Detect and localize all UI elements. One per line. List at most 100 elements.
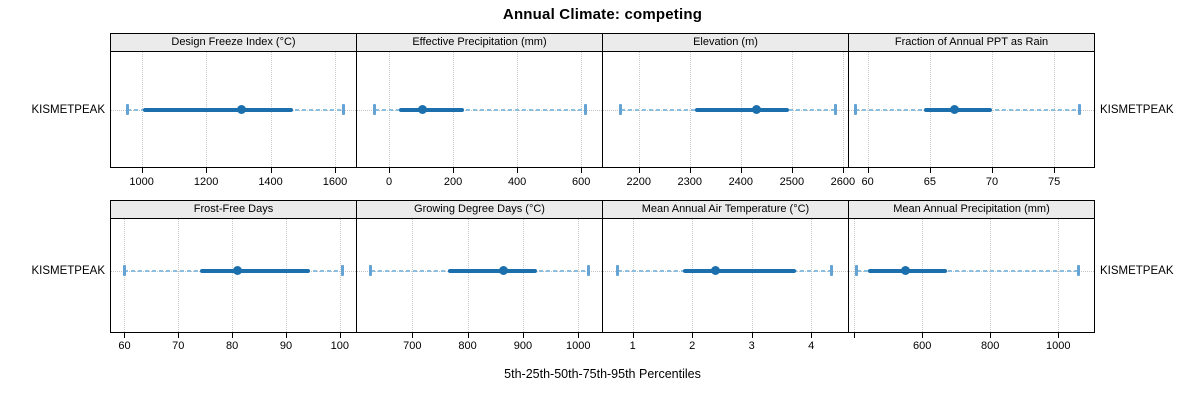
panel-gridline [632,219,634,332]
percentile-25-75-line [398,107,465,112]
axis-tick-mark [232,333,234,338]
x-axis-label: 5th-25th-50th-75th-95th Percentiles [504,367,701,381]
row-label-right-top: KISMETPEAK [1100,104,1174,116]
percentile-25-75-line [448,268,537,273]
panel-plot-area [602,218,849,333]
axis-tick-label: 1 [629,340,636,352]
panel-strip: Growing Degree Days (°C) [356,200,603,219]
axis-tick-label: 60 [118,340,131,352]
panel-gridline [1058,219,1060,332]
panel-strip: Effective Precipitation (mm) [356,33,603,52]
axis-tick-label: 65 [923,176,936,188]
axis-tick-mark [270,168,272,173]
axis-tick-label: 700 [403,340,422,352]
axis-tick-label: 2 [689,340,696,352]
panel-gridline [842,52,844,167]
axis-tick-mark [453,168,455,173]
panel-gridline [178,219,180,332]
percentile-5-cap [373,104,377,116]
axis-tick-mark [522,333,524,338]
percentile-5-cap [616,265,620,277]
percentile-5-cap [855,265,859,277]
percentile-95-cap [584,104,588,116]
axis-tick-mark [751,333,753,338]
percentile-95-cap [341,265,345,277]
row-label-left-bottom: KISMETPEAK [31,265,106,277]
axis-tick-mark [740,168,742,173]
axis-tick-mark [286,333,287,338]
median-dot [233,266,243,276]
panel-gridline [467,219,469,332]
axis-tick-mark [922,333,924,338]
panel-gridline [854,219,856,332]
axis-tick-label: 600 [571,176,591,188]
axis-tick-mark [990,333,992,338]
axis-tick-label: 400 [507,176,527,188]
median-dot [751,105,761,115]
axis-tick-mark [124,333,126,338]
percentile-5-cap [853,104,857,116]
median-dot [418,105,428,115]
axis-tick-label: 80 [226,340,239,352]
axis-tick-label: 1200 [193,176,219,188]
axis-tick-mark [791,168,793,173]
panel-gridline [286,219,287,332]
panel-strip: Elevation (m) [602,33,849,52]
percentile-5-cap [369,265,373,277]
axis-tick-label: 600 [912,340,932,352]
axis-tick-label: 800 [981,340,1000,352]
percentile-25-75-line [683,268,797,273]
axis-tick-mark [389,168,391,173]
axis-tick-mark [1054,168,1056,173]
percentile-5-cap [619,104,623,116]
axis-tick-mark [1058,333,1060,338]
axis-tick-label: 900 [513,340,533,352]
axis-tick-label: 1000 [565,340,591,352]
panel-gridline [522,219,524,332]
axis-tick-label: 2400 [728,176,754,188]
panel-strip: Mean Annual Precipitation (mm) [848,200,1095,219]
median-dot [711,266,721,276]
axis-tick-label: 2200 [626,176,651,188]
panel-gridline [692,219,694,332]
axis-tick-mark [632,333,634,338]
axis-tick-mark [206,168,208,173]
axis-tick-mark [339,333,341,338]
axis-tick-mark [854,333,856,338]
axis-tick-mark [578,333,580,338]
axis-tick-mark [178,333,180,338]
axis-tick-label: 1600 [322,176,348,188]
percentile-5-cap [125,104,129,116]
axis-tick-label: 2600 [830,176,856,188]
axis-tick-mark [517,168,519,173]
panel-gridline [232,219,234,332]
axis-tick-label: 2500 [779,176,805,188]
percentile-25-75-line [143,107,294,112]
percentile-95-cap [1076,265,1080,277]
panel-gridline [339,219,341,332]
axis-tick-label: 200 [443,176,463,188]
panel-strip: Mean Annual Air Temperature (°C) [602,200,849,219]
median-dot [950,105,960,115]
percentile-95-cap [833,104,837,116]
axis-tick-mark [141,168,143,173]
panel-gridline [412,219,414,332]
axis-tick-label: 1000 [129,176,154,188]
panel-gridline [578,219,580,332]
axis-tick-mark [992,168,994,173]
percentile-95-cap [341,104,345,116]
axis-tick-mark [867,168,869,173]
axis-tick-label: 1400 [258,176,283,188]
axis-tick-mark [467,333,469,338]
chart-title: Annual Climate: competing [502,6,703,23]
axis-tick-mark [689,168,691,173]
median-dot [499,266,509,276]
median-dot [900,266,910,276]
axis-tick-mark [412,333,414,338]
panel-plot-area [356,218,603,333]
percentile-5-95-line [856,269,1078,272]
panel-gridline [751,219,753,332]
axis-tick-label: 70 [172,340,185,352]
axis-tick-mark [929,168,931,173]
axis-tick-label: 60 [861,176,874,188]
